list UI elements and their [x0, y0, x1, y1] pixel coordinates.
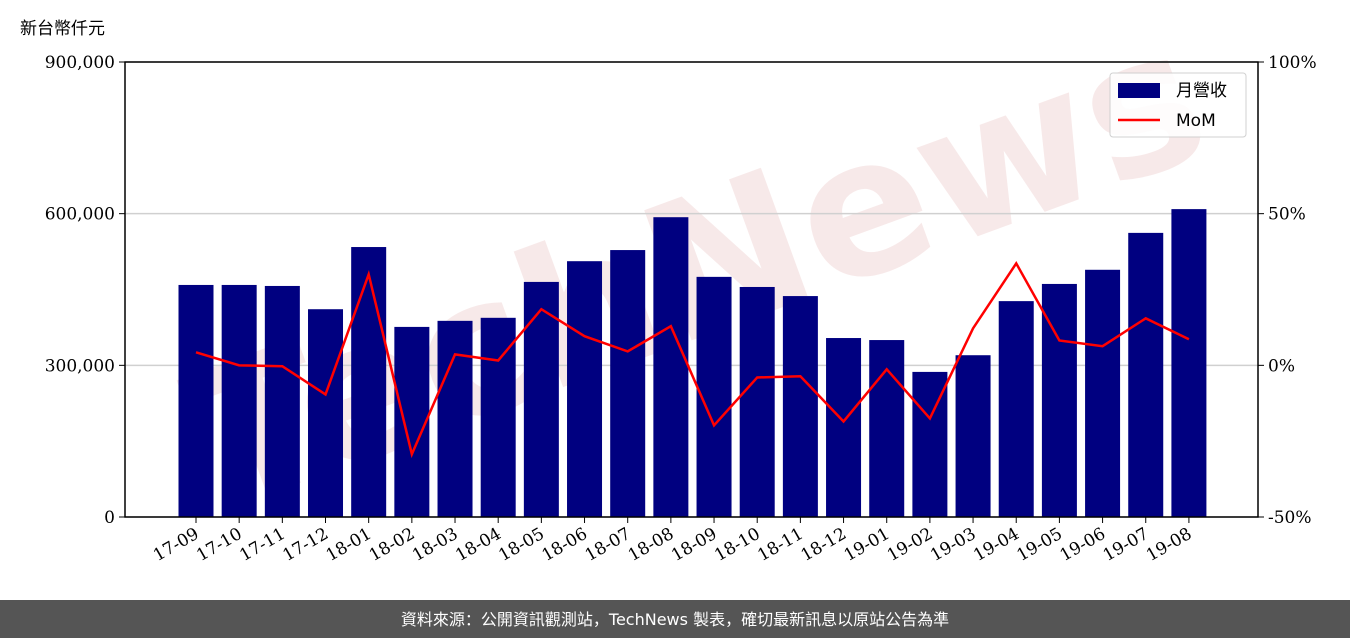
x-tick-label: 18-03 — [409, 524, 461, 566]
bar — [1171, 209, 1207, 517]
x-tick-label: 19-03 — [927, 524, 979, 566]
y-tick-label: 300,000 — [45, 356, 115, 376]
bar — [221, 284, 257, 517]
bar — [480, 317, 516, 517]
x-tick-label: 18-05 — [495, 524, 547, 566]
bar — [1085, 269, 1121, 517]
legend-swatch — [1118, 83, 1160, 98]
x-tick-label: 18-07 — [582, 524, 634, 566]
y2-tick-label: -50% — [1268, 508, 1312, 528]
bar — [610, 250, 646, 518]
x-tick-label: 18-11 — [754, 524, 806, 566]
y-tick-label: 600,000 — [45, 205, 115, 225]
x-tick-label: 19-06 — [1057, 524, 1109, 566]
y-axis-title: 新台幣仟元 — [20, 19, 105, 39]
x-tick-label: 18-10 — [711, 524, 763, 566]
x-tick-label: 18-12 — [798, 524, 850, 566]
bar — [567, 261, 603, 517]
x-tick-label: 19-04 — [970, 524, 1022, 566]
bar — [869, 340, 905, 517]
y2-tick-label: 0% — [1268, 356, 1295, 376]
y-tick-label: 900,000 — [45, 53, 115, 73]
bar — [437, 320, 473, 517]
x-tick-label: 19-02 — [884, 524, 936, 566]
y-tick-label: 0 — [104, 508, 115, 528]
plot-frame — [124, 61, 1259, 518]
legend-label: MoM — [1176, 111, 1216, 131]
x-tick-label: 18-01 — [323, 524, 375, 566]
bar — [1128, 232, 1164, 517]
bar — [955, 355, 991, 517]
footer-text: 資料來源：公開資訊觀測站，TechNews 製表，確切最新訊息以原站公告為準 — [401, 610, 949, 629]
x-tick-label: 17-10 — [193, 524, 245, 566]
bar — [998, 301, 1034, 517]
x-tick-label: 18-02 — [366, 524, 418, 566]
x-tick-label: 19-01 — [841, 524, 893, 566]
bar — [523, 281, 559, 517]
y2-tick-label: 100% — [1268, 53, 1317, 73]
bar — [308, 309, 344, 517]
bar — [351, 247, 387, 518]
bar — [178, 284, 214, 517]
x-tick-label: 18-06 — [539, 524, 591, 566]
x-tick-label: 18-04 — [452, 524, 504, 566]
x-tick-label: 19-05 — [1013, 524, 1065, 566]
bar — [826, 338, 862, 517]
x-tick-label: 19-07 — [1100, 524, 1152, 566]
x-tick-label: 19-08 — [1143, 524, 1195, 566]
bar — [264, 285, 300, 517]
bar — [782, 296, 818, 517]
y2-tick-label: 50% — [1268, 205, 1306, 225]
bar — [1041, 283, 1077, 517]
x-tick-label: 18-09 — [668, 524, 720, 566]
bar — [739, 286, 775, 517]
legend-label: 月營收 — [1176, 81, 1227, 101]
bar — [394, 326, 430, 517]
footer-bar — [0, 600, 1350, 638]
x-tick-label: 18-08 — [625, 524, 677, 566]
x-tick-label: 17-09 — [150, 524, 202, 566]
bar — [653, 217, 689, 517]
line — [195, 261, 1190, 459]
